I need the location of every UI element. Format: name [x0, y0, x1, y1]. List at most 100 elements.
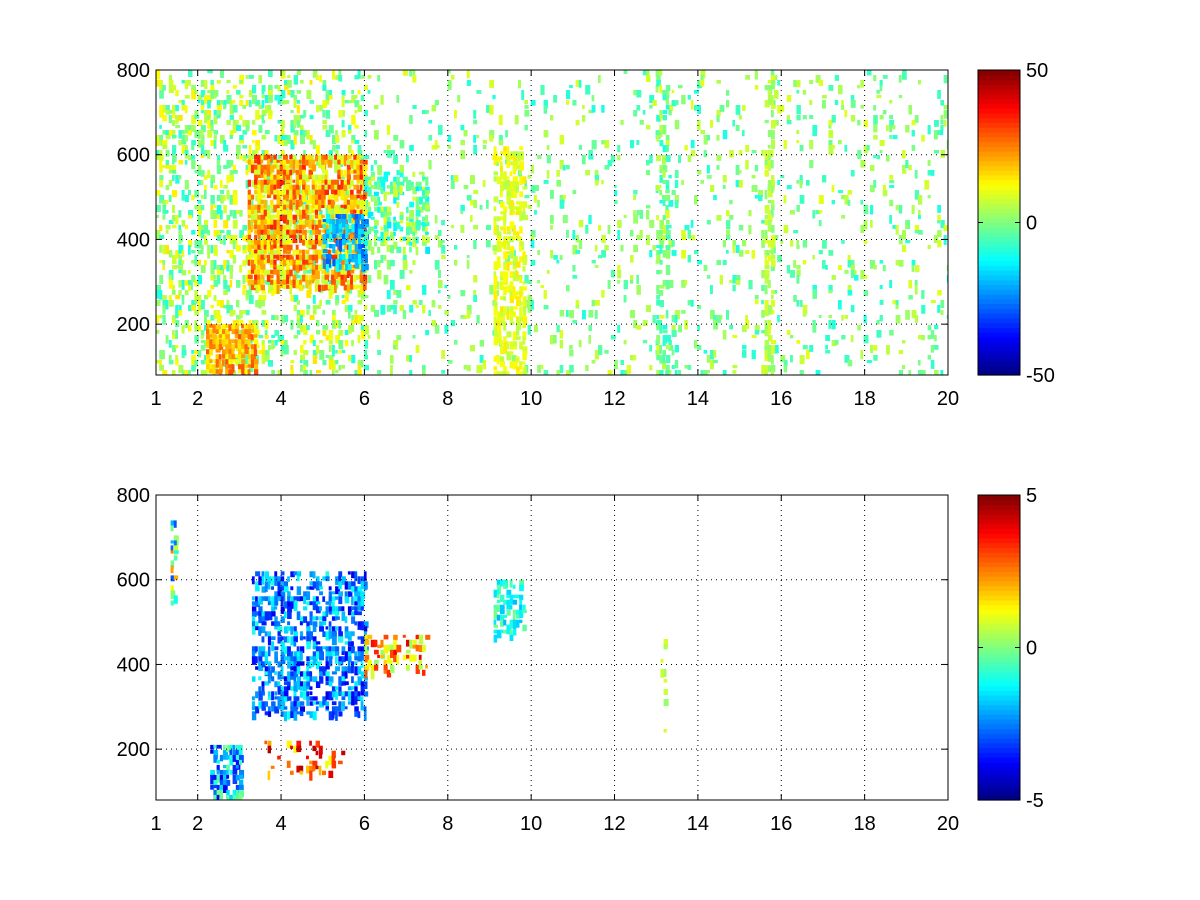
heatmap-cell	[170, 540, 174, 544]
heatmap-cell	[383, 150, 387, 154]
heatmap-cell	[774, 90, 779, 99]
heatmap-cell	[215, 324, 221, 332]
heatmap-cell	[447, 360, 453, 364]
heatmap-cell	[927, 170, 932, 176]
heatmap-cell	[334, 249, 338, 258]
heatmap-cell	[866, 360, 872, 364]
colorbar-segment	[978, 370, 1020, 376]
heatmap-cell	[438, 290, 441, 294]
colorbar-segment	[978, 747, 1020, 753]
heatmap-cell	[341, 95, 345, 102]
heatmap-cell	[347, 691, 352, 701]
heatmap-cell	[306, 90, 312, 99]
heatmap-cell	[362, 204, 366, 213]
heatmap-cell	[503, 579, 509, 589]
heatmap-cell	[216, 794, 220, 804]
heatmap-cell	[911, 310, 917, 319]
heatmap-cell	[295, 179, 300, 188]
heatmap-cell	[277, 120, 282, 124]
heatmap-cell	[377, 260, 381, 268]
heatmap-cell	[197, 130, 201, 139]
heatmap-cell	[831, 340, 837, 347]
heatmap-cell	[312, 305, 317, 315]
heatmap-cell	[774, 290, 778, 294]
heatmap-cell	[173, 555, 178, 561]
heatmap-cell	[250, 164, 255, 174]
heatmap-cell	[905, 220, 911, 230]
heatmap-cell	[318, 189, 323, 200]
heatmap-cell	[279, 239, 283, 247]
heatmap-cell	[181, 145, 186, 154]
heatmap-cell	[357, 249, 362, 258]
heatmap-cell	[268, 360, 273, 367]
heatmap-cell	[178, 310, 183, 316]
heatmap-cell	[623, 280, 628, 290]
heatmap-cell	[250, 194, 255, 200]
heatmap-cell	[257, 204, 262, 213]
heatmap-cell	[572, 230, 576, 240]
heatmap-cell	[216, 769, 220, 775]
heatmap-cell	[306, 656, 311, 661]
heatmap-cell	[374, 236, 377, 242]
heatmap-cell	[642, 70, 647, 76]
heatmap-cell	[159, 90, 164, 99]
heatmap-cell	[425, 221, 430, 227]
heatmap-cell	[251, 651, 256, 662]
heatmap-cell	[409, 216, 414, 226]
heatmap-cell	[882, 265, 886, 272]
heatmap-cell	[247, 209, 253, 216]
heatmap-cell	[271, 315, 275, 320]
heatmap-cell	[559, 160, 564, 170]
heatmap-cell	[345, 259, 349, 267]
heatmap-cell	[282, 259, 288, 267]
heatmap-cell	[662, 90, 668, 97]
colorbar-segment	[978, 680, 1020, 687]
heatmap-cell	[218, 324, 222, 331]
heatmap-cell	[729, 325, 733, 330]
heatmap-cell	[194, 360, 199, 367]
heatmap-cell	[277, 636, 283, 644]
heatmap-cell	[344, 581, 349, 590]
colorbar-segment	[978, 561, 1020, 568]
heatmap-cell	[321, 179, 327, 184]
heatmap-cell	[412, 236, 417, 243]
heatmap-cell	[181, 80, 185, 84]
heatmap-cell	[280, 616, 285, 623]
heatmap-cell	[295, 189, 300, 196]
heatmap-cell	[396, 225, 401, 229]
heatmap-cell	[383, 644, 389, 654]
heatmap-cell	[665, 235, 671, 240]
heatmap-cell	[207, 170, 211, 178]
heatmap-cell	[260, 254, 265, 263]
heatmap-cell	[302, 169, 306, 177]
heatmap-cell	[274, 315, 279, 321]
heatmap-cell	[212, 369, 216, 379]
heatmap-cell	[280, 636, 284, 641]
heatmap-cell	[431, 145, 437, 150]
heatmap-cell	[172, 320, 175, 324]
heatmap-cell	[306, 711, 311, 715]
heatmap-cell	[172, 255, 177, 264]
heatmap-cell	[354, 611, 359, 616]
heatmap-cell	[706, 275, 711, 279]
heatmap-cell	[261, 100, 265, 108]
heatmap-cell	[522, 316, 528, 324]
heatmap-cell	[519, 146, 524, 150]
heatmap-cell	[764, 340, 769, 347]
heatmap-cell	[506, 251, 511, 255]
heatmap-cell	[873, 135, 878, 140]
heatmap-cell	[412, 300, 417, 305]
heatmap-cell	[260, 159, 264, 164]
heatmap-cell	[220, 100, 224, 105]
heatmap-cell	[434, 145, 440, 149]
heatmap-cell	[305, 259, 311, 267]
heatmap-cell	[204, 220, 209, 228]
heatmap-cell	[290, 596, 296, 603]
heatmap-cell	[204, 235, 207, 242]
heatmap-cell	[247, 259, 251, 266]
heatmap-cell	[273, 234, 276, 243]
heatmap-cell	[325, 681, 330, 686]
heatmap-cell	[178, 290, 182, 296]
heatmap-cell	[282, 239, 287, 245]
